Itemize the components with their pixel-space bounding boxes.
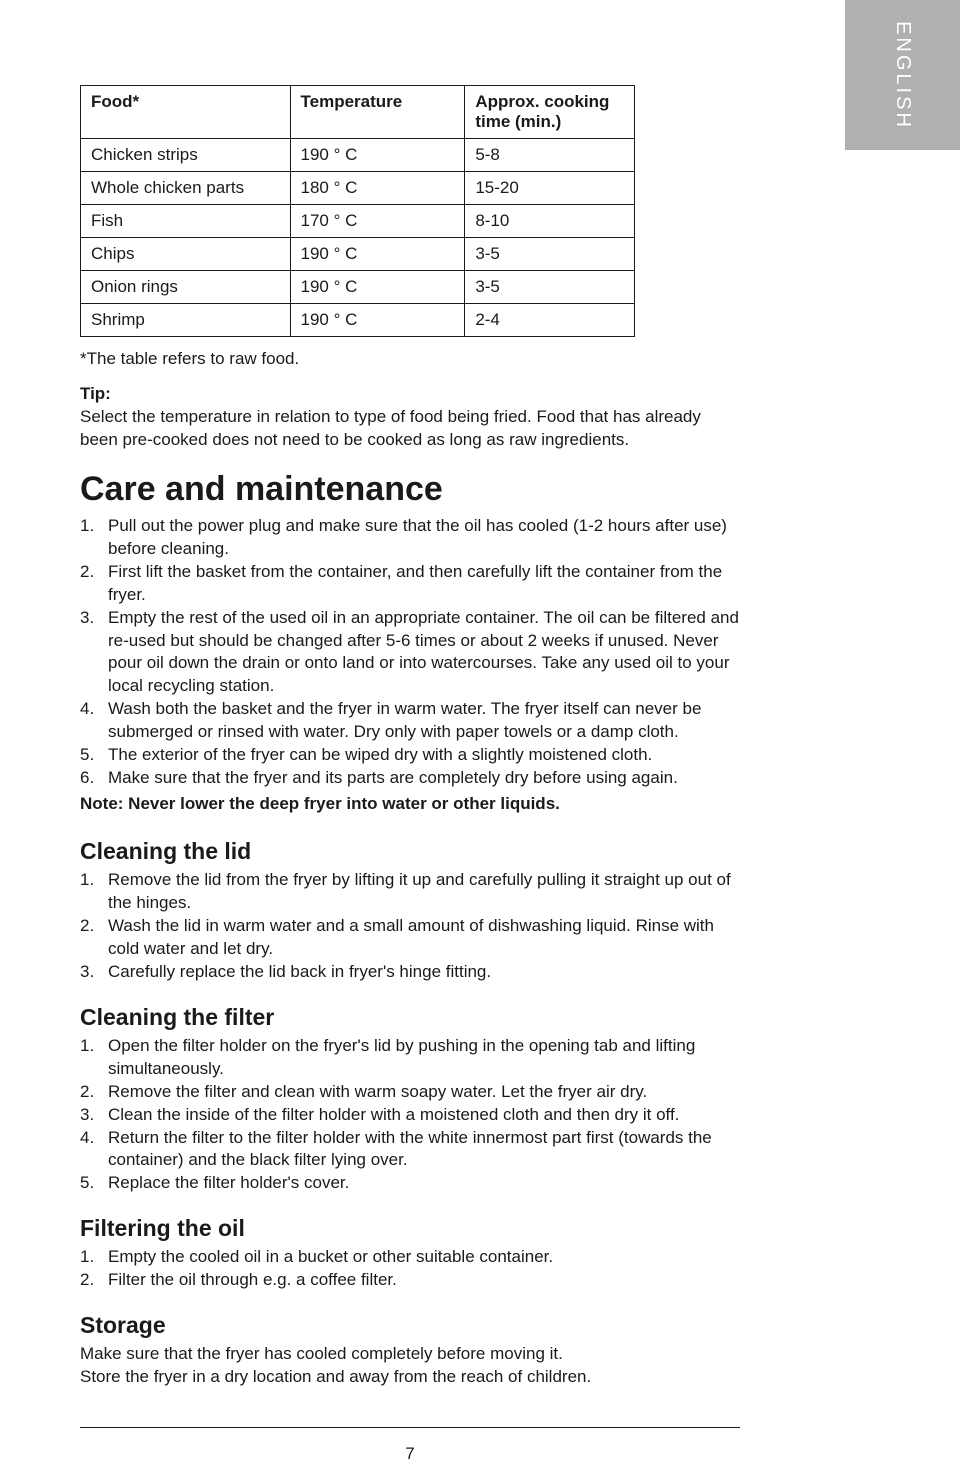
header-temp: Temperature xyxy=(290,86,465,139)
list-item: Remove the filter and clean with warm so… xyxy=(80,1081,740,1104)
cell-time: 3-5 xyxy=(465,238,635,271)
tip-label: Tip: xyxy=(80,383,740,406)
list-item: First lift the basket from the container… xyxy=(80,561,740,607)
list-item: Empty the rest of the used oil in an app… xyxy=(80,607,740,699)
cell-food: Chips xyxy=(81,238,291,271)
cooking-table: Food* Temperature Approx. cooking time (… xyxy=(80,85,635,337)
lid-heading: Cleaning the lid xyxy=(80,838,740,865)
table-row: Fish 170 ° C 8-10 xyxy=(81,205,635,238)
care-list: Pull out the power plug and make sure th… xyxy=(80,515,740,790)
header-food: Food* xyxy=(81,86,291,139)
table-row: Shrimp 190 ° C 2-4 xyxy=(81,304,635,337)
cell-food: Whole chicken parts xyxy=(81,172,291,205)
page-content: Food* Temperature Approx. cooking time (… xyxy=(0,0,820,1464)
cell-time: 15-20 xyxy=(465,172,635,205)
cell-temp: 170 ° C xyxy=(290,205,465,238)
list-item: Pull out the power plug and make sure th… xyxy=(80,515,740,561)
footer-divider xyxy=(80,1427,740,1428)
page-number: 7 xyxy=(80,1444,740,1464)
table-row: Onion rings 190 ° C 3-5 xyxy=(81,271,635,304)
cell-time: 2-4 xyxy=(465,304,635,337)
cell-food: Fish xyxy=(81,205,291,238)
list-item: Open the filter holder on the fryer's li… xyxy=(80,1035,740,1081)
list-item: Return the filter to the filter holder w… xyxy=(80,1127,740,1173)
table-header-row: Food* Temperature Approx. cooking time (… xyxy=(81,86,635,139)
list-item: Empty the cooled oil in a bucket or othe… xyxy=(80,1246,740,1269)
cell-temp: 180 ° C xyxy=(290,172,465,205)
list-item: Wash both the basket and the fryer in wa… xyxy=(80,698,740,744)
care-heading: Care and maintenance xyxy=(80,470,740,509)
storage-line-2: Store the fryer in a dry location and aw… xyxy=(80,1366,740,1389)
list-item: Clean the inside of the filter holder wi… xyxy=(80,1104,740,1127)
table-row: Chips 190 ° C 3-5 xyxy=(81,238,635,271)
cell-time: 3-5 xyxy=(465,271,635,304)
list-item: The exterior of the fryer can be wiped d… xyxy=(80,744,740,767)
list-item: Replace the filter holder's cover. xyxy=(80,1172,740,1195)
cell-food: Chicken strips xyxy=(81,139,291,172)
table-footnote: *The table refers to raw food. xyxy=(80,349,740,369)
cell-time: 5-8 xyxy=(465,139,635,172)
cell-food: Onion rings xyxy=(81,271,291,304)
lid-list: Remove the lid from the fryer by lifting… xyxy=(80,869,740,984)
oil-list: Empty the cooled oil in a bucket or othe… xyxy=(80,1246,740,1292)
table-row: Whole chicken parts 180 ° C 15-20 xyxy=(81,172,635,205)
filter-list: Open the filter holder on the fryer's li… xyxy=(80,1035,740,1196)
list-item: Remove the lid from the fryer by lifting… xyxy=(80,869,740,915)
language-tab: ENGLISH xyxy=(845,0,960,150)
filter-heading: Cleaning the filter xyxy=(80,1004,740,1031)
storage-heading: Storage xyxy=(80,1312,740,1339)
list-item: Make sure that the fryer and its parts a… xyxy=(80,767,740,790)
tip-block: Tip: Select the temperature in relation … xyxy=(80,383,740,452)
cell-temp: 190 ° C xyxy=(290,238,465,271)
care-warning: Note: Never lower the deep fryer into wa… xyxy=(80,794,740,814)
list-item: Filter the oil through e.g. a coffee fil… xyxy=(80,1269,740,1292)
storage-line-1: Make sure that the fryer has cooled comp… xyxy=(80,1343,740,1366)
cell-food: Shrimp xyxy=(81,304,291,337)
tip-text: Select the temperature in relation to ty… xyxy=(80,407,701,449)
language-tab-label: ENGLISH xyxy=(891,21,914,130)
header-time: Approx. cooking time (min.) xyxy=(465,86,635,139)
list-item: Carefully replace the lid back in fryer'… xyxy=(80,961,740,984)
table-row: Chicken strips 190 ° C 5-8 xyxy=(81,139,635,172)
cell-time: 8-10 xyxy=(465,205,635,238)
list-item: Wash the lid in warm water and a small a… xyxy=(80,915,740,961)
cell-temp: 190 ° C xyxy=(290,304,465,337)
cell-temp: 190 ° C xyxy=(290,271,465,304)
oil-heading: Filtering the oil xyxy=(80,1215,740,1242)
cell-temp: 190 ° C xyxy=(290,139,465,172)
